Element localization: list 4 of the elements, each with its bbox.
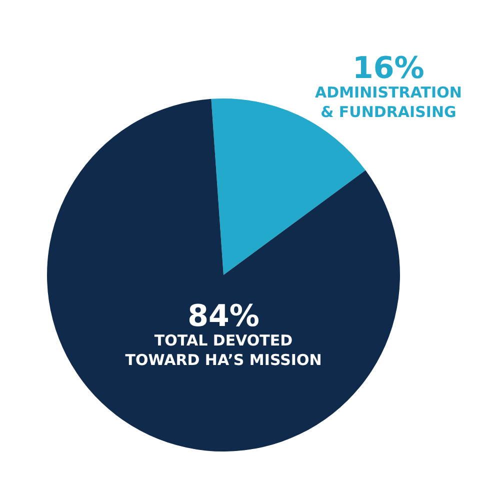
slice-label: TOTAL DEVOTED TOWARD HA’S MISSION <box>125 331 322 369</box>
slice-label: ADMINISTRATION & FUNDRAISING <box>315 83 462 121</box>
data-label: 16% <box>352 50 424 86</box>
data-label: 84% <box>188 298 260 334</box>
